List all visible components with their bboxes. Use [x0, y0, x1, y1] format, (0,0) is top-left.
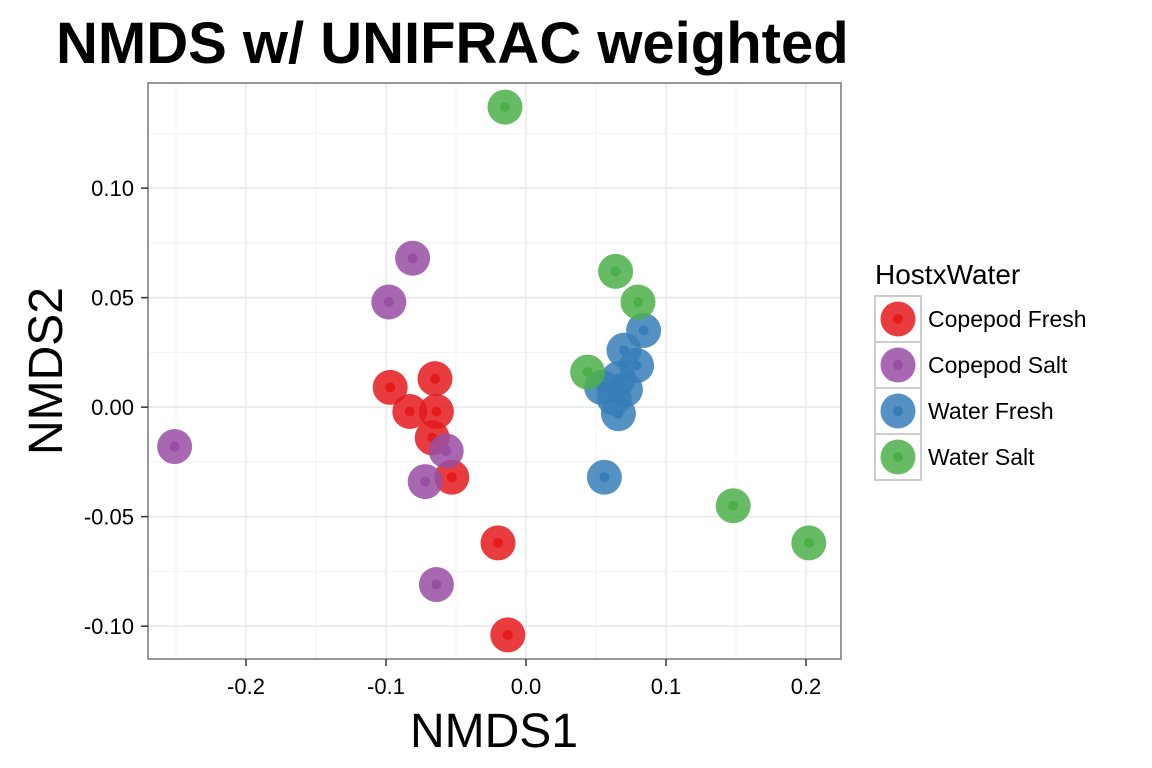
point-center-copepod-fresh	[446, 472, 457, 483]
legend-label-copepod-salt: Copepod Salt	[928, 352, 1068, 378]
point-center-copepod-fresh	[430, 373, 440, 384]
point-center-copepod-fresh	[493, 537, 503, 548]
legend-symbol-center-copepod-salt	[893, 360, 903, 370]
point-center-water-salt	[500, 102, 510, 113]
point-center-water-fresh	[638, 325, 649, 336]
point-center-copepod-salt	[407, 253, 418, 264]
plot-panel	[147, 82, 842, 660]
panel-background	[148, 83, 841, 659]
point-center-copepod-fresh	[502, 629, 513, 640]
y-tick-label: 0.10	[91, 176, 134, 201]
point-center-water-fresh	[631, 360, 642, 371]
point-center-water-fresh	[613, 408, 624, 419]
major-gridlines	[148, 83, 841, 659]
point-center-copepod-salt	[441, 445, 452, 456]
legend-label-water-fresh: Water Fresh	[928, 398, 1054, 424]
y-tick-label: -0.10	[84, 614, 134, 639]
panel-border	[147, 82, 842, 660]
point-center-copepod-salt	[431, 579, 442, 590]
point-center-water-fresh	[599, 472, 610, 483]
y-tick-label: 0.00	[91, 395, 134, 420]
point-center-water-salt	[610, 266, 621, 277]
y-axis: -0.10 -0.05 0.00 0.05 0.10	[84, 176, 148, 639]
y-axis-title: NMDS2	[20, 287, 73, 455]
point-center-copepod-salt	[383, 297, 394, 308]
point-center-water-salt	[582, 367, 593, 378]
x-tick-label: 0.0	[511, 674, 542, 699]
x-axis: -0.2 -0.1 0.0 0.1 0.2	[227, 659, 821, 699]
legend-label-water-salt: Water Salt	[928, 444, 1035, 470]
chart-title: NMDS w/ UNIFRAC weighted	[56, 11, 849, 76]
point-center-copepod-fresh	[404, 406, 415, 417]
y-tick-label: 0.05	[91, 286, 134, 311]
point-center-water-salt	[728, 500, 739, 511]
legend-label-copepod-fresh: Copepod Fresh	[928, 306, 1087, 332]
data-points	[157, 89, 827, 653]
point-center-copepod-fresh	[431, 406, 442, 417]
point-center-copepod-fresh	[385, 382, 396, 393]
x-tick-label: 0.2	[791, 674, 822, 699]
legend: HostxWater Copepod Fresh Copepod Salt Wate…	[874, 259, 1087, 481]
x-tick-label: -0.1	[367, 674, 405, 699]
x-axis-title: NMDS1	[410, 705, 578, 758]
legend-title: HostxWater	[875, 259, 1020, 290]
y-tick-label: -0.05	[84, 505, 134, 530]
legend-symbol-center-copepod-fresh	[893, 314, 903, 324]
x-tick-label: -0.2	[227, 674, 265, 699]
legend-symbol-center-water-fresh	[893, 406, 903, 416]
point-center-copepod-salt	[169, 441, 180, 452]
x-tick-label: 0.1	[651, 674, 682, 699]
legend-symbol-center-water-salt	[893, 452, 903, 462]
point-center-copepod-salt	[420, 476, 431, 487]
point-center-water-salt	[633, 297, 643, 308]
minor-gridlines	[148, 83, 841, 659]
point-center-water-salt	[803, 537, 814, 548]
